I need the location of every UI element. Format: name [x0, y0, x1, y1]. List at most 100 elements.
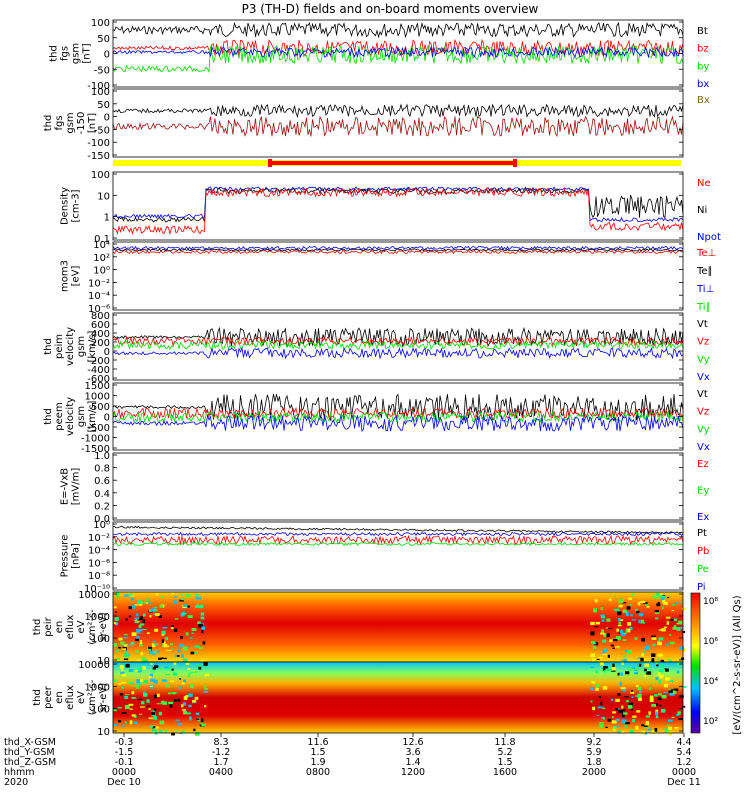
orbit-bar-highlight [270, 161, 515, 165]
peir-noise-cell [170, 626, 174, 630]
peir-ylabel-line: (cm²-s- [87, 609, 98, 645]
peir-noise-cell [153, 607, 158, 609]
peer-noise-cell [113, 709, 117, 712]
peir-noise-cell [138, 617, 144, 620]
peer-noise-cell [668, 688, 671, 691]
fgs_gse-ylabel-line: gsm [65, 112, 76, 133]
peir-noise-cell [638, 613, 644, 617]
peer-noise-cell [663, 692, 669, 694]
peer-noise-cell [203, 662, 208, 666]
peir-noise-cell [629, 604, 632, 606]
peim-legend-Vt: Vt [697, 319, 708, 330]
peir-noise-cell [166, 649, 172, 651]
peir-ylabel-line: thd [32, 619, 43, 636]
peir-noise-cell [124, 650, 128, 655]
peer-noise-cell [134, 669, 138, 672]
peir-noise-cell [113, 622, 117, 625]
peir-noise-cell [646, 605, 650, 608]
peer-noise-cell [636, 666, 639, 668]
peer-noise-cell [181, 731, 186, 734]
x-tick-label: 0800 [306, 767, 330, 778]
peir-noise-cell [118, 646, 121, 649]
peir-noise-cell [187, 615, 193, 618]
peir-noise-cell [660, 659, 665, 663]
peir-noise-cell [623, 658, 627, 662]
peim-legend-Vz: Vz [697, 337, 709, 348]
density-series-red [112, 187, 684, 236]
peir-noise-cell [194, 652, 198, 654]
peir-noise-cell [123, 644, 129, 647]
peir-ylabel-line: en [54, 621, 65, 634]
peer-noise-cell [649, 697, 654, 702]
peer-noise-cell [159, 720, 165, 725]
efield-legend-Ex: Ex [697, 512, 709, 523]
fgs-legend-bx: bx [697, 79, 709, 90]
peir-noise-cell [191, 628, 197, 631]
peir-noise-cell [622, 609, 628, 613]
peer-noise-cell [130, 682, 135, 685]
peer-noise-cell [136, 685, 140, 689]
pressure-ytick-label: 10⁻⁸ [88, 571, 110, 582]
peir-noise-cell [630, 614, 633, 617]
peir-noise-cell [185, 632, 189, 636]
peer-noise-cell [192, 671, 197, 674]
pressure-series-black [112, 525, 684, 534]
peer-noise-cell [648, 686, 652, 690]
peer-noise-cell [600, 701, 603, 706]
peem-series-green [112, 410, 684, 424]
peim-ylabel-line: gsm [76, 336, 87, 357]
peir-noise-cell [202, 641, 206, 645]
pressure-ylabel-line: Pressure [60, 535, 71, 578]
peer-noise-cell [677, 662, 681, 665]
peir-noise-cell [130, 597, 135, 601]
peer-noise-cell [143, 691, 146, 694]
peir-noise-cell [656, 603, 661, 607]
fgs-ylabel-line: [nT] [82, 43, 93, 63]
density-ylabel-line: [cm-3] [71, 189, 82, 222]
temp-legend-Te∥: Te∥ [696, 266, 713, 277]
x-tick-label: 2000 [582, 767, 606, 778]
peir-noise-cell [139, 623, 145, 626]
peer-noise-cell [621, 719, 627, 723]
fgs_gse-ytick-label: 100 [91, 87, 110, 98]
peer-noise-cell [120, 667, 124, 672]
peer-noise-cell [137, 668, 143, 671]
peir-noise-cell [161, 657, 164, 659]
peir-noise-cell [135, 650, 139, 654]
peer-ylabel-line: thd [32, 689, 43, 706]
peer-noise-cell [159, 730, 163, 733]
peer-noise-cell [185, 694, 189, 698]
x-tick-label: 11.6 [307, 737, 328, 748]
peir-noise-cell [134, 604, 138, 606]
peer-noise-cell [623, 712, 628, 715]
peer-noise-cell [669, 692, 675, 696]
peer-noise-cell [192, 701, 197, 703]
peer-noise-cell [180, 704, 184, 708]
peer-noise-cell [636, 684, 639, 688]
peer-noise-cell [132, 685, 138, 687]
peir-noise-cell [180, 612, 185, 617]
peer-noise-cell [153, 726, 159, 729]
peir-noise-cell [636, 610, 640, 614]
peir-noise-cell [661, 628, 666, 632]
peir-noise-cell [187, 605, 190, 608]
peir-noise-cell [663, 601, 668, 605]
peir-noise-cell [625, 611, 629, 614]
peem-ytick-label: 500 [91, 402, 110, 413]
peer-noise-cell [150, 685, 153, 687]
peir-noise-cell [128, 606, 132, 610]
peir-spectrogram [113, 592, 683, 662]
peir-noise-cell [178, 645, 184, 647]
x-tick-label: 4.4 [676, 737, 691, 748]
peer-ytick-label: 1000 [85, 682, 110, 693]
peer-noise-cell [590, 666, 594, 669]
peir-noise-cell [153, 643, 159, 646]
peer-noise-cell [632, 719, 636, 723]
peir-noise-cell [173, 600, 178, 604]
orbit-bar-end-marker [513, 159, 517, 167]
peer-noise-cell [113, 724, 118, 726]
efield-legend-Ey: Ey [697, 486, 709, 497]
peer-noise-cell [179, 732, 182, 735]
peir-noise-cell [663, 626, 668, 628]
